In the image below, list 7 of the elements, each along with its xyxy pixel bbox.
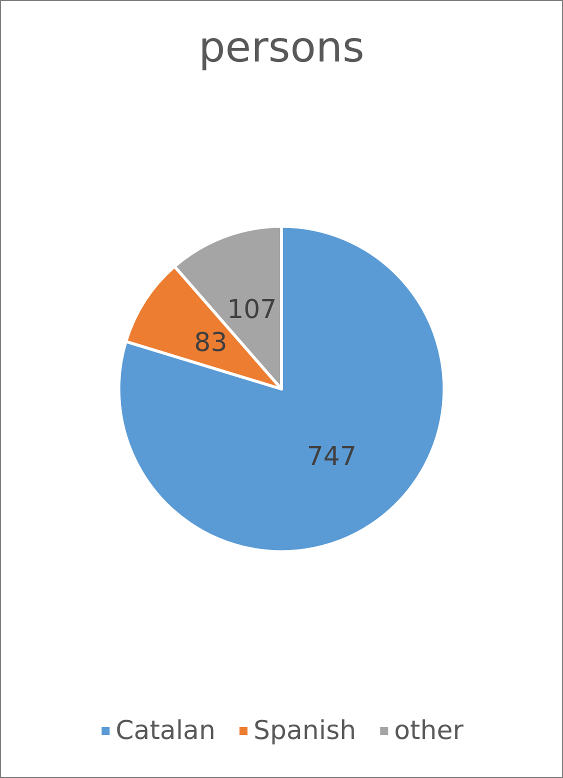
data-label: 107 (227, 295, 277, 326)
legend-label: Spanish (253, 716, 356, 746)
data-label: 747 (306, 442, 356, 472)
legend-label: Catalan (116, 716, 216, 746)
legend-label: other (394, 716, 464, 746)
data-label: 83 (194, 328, 228, 358)
chart-title: persons (198, 22, 364, 72)
